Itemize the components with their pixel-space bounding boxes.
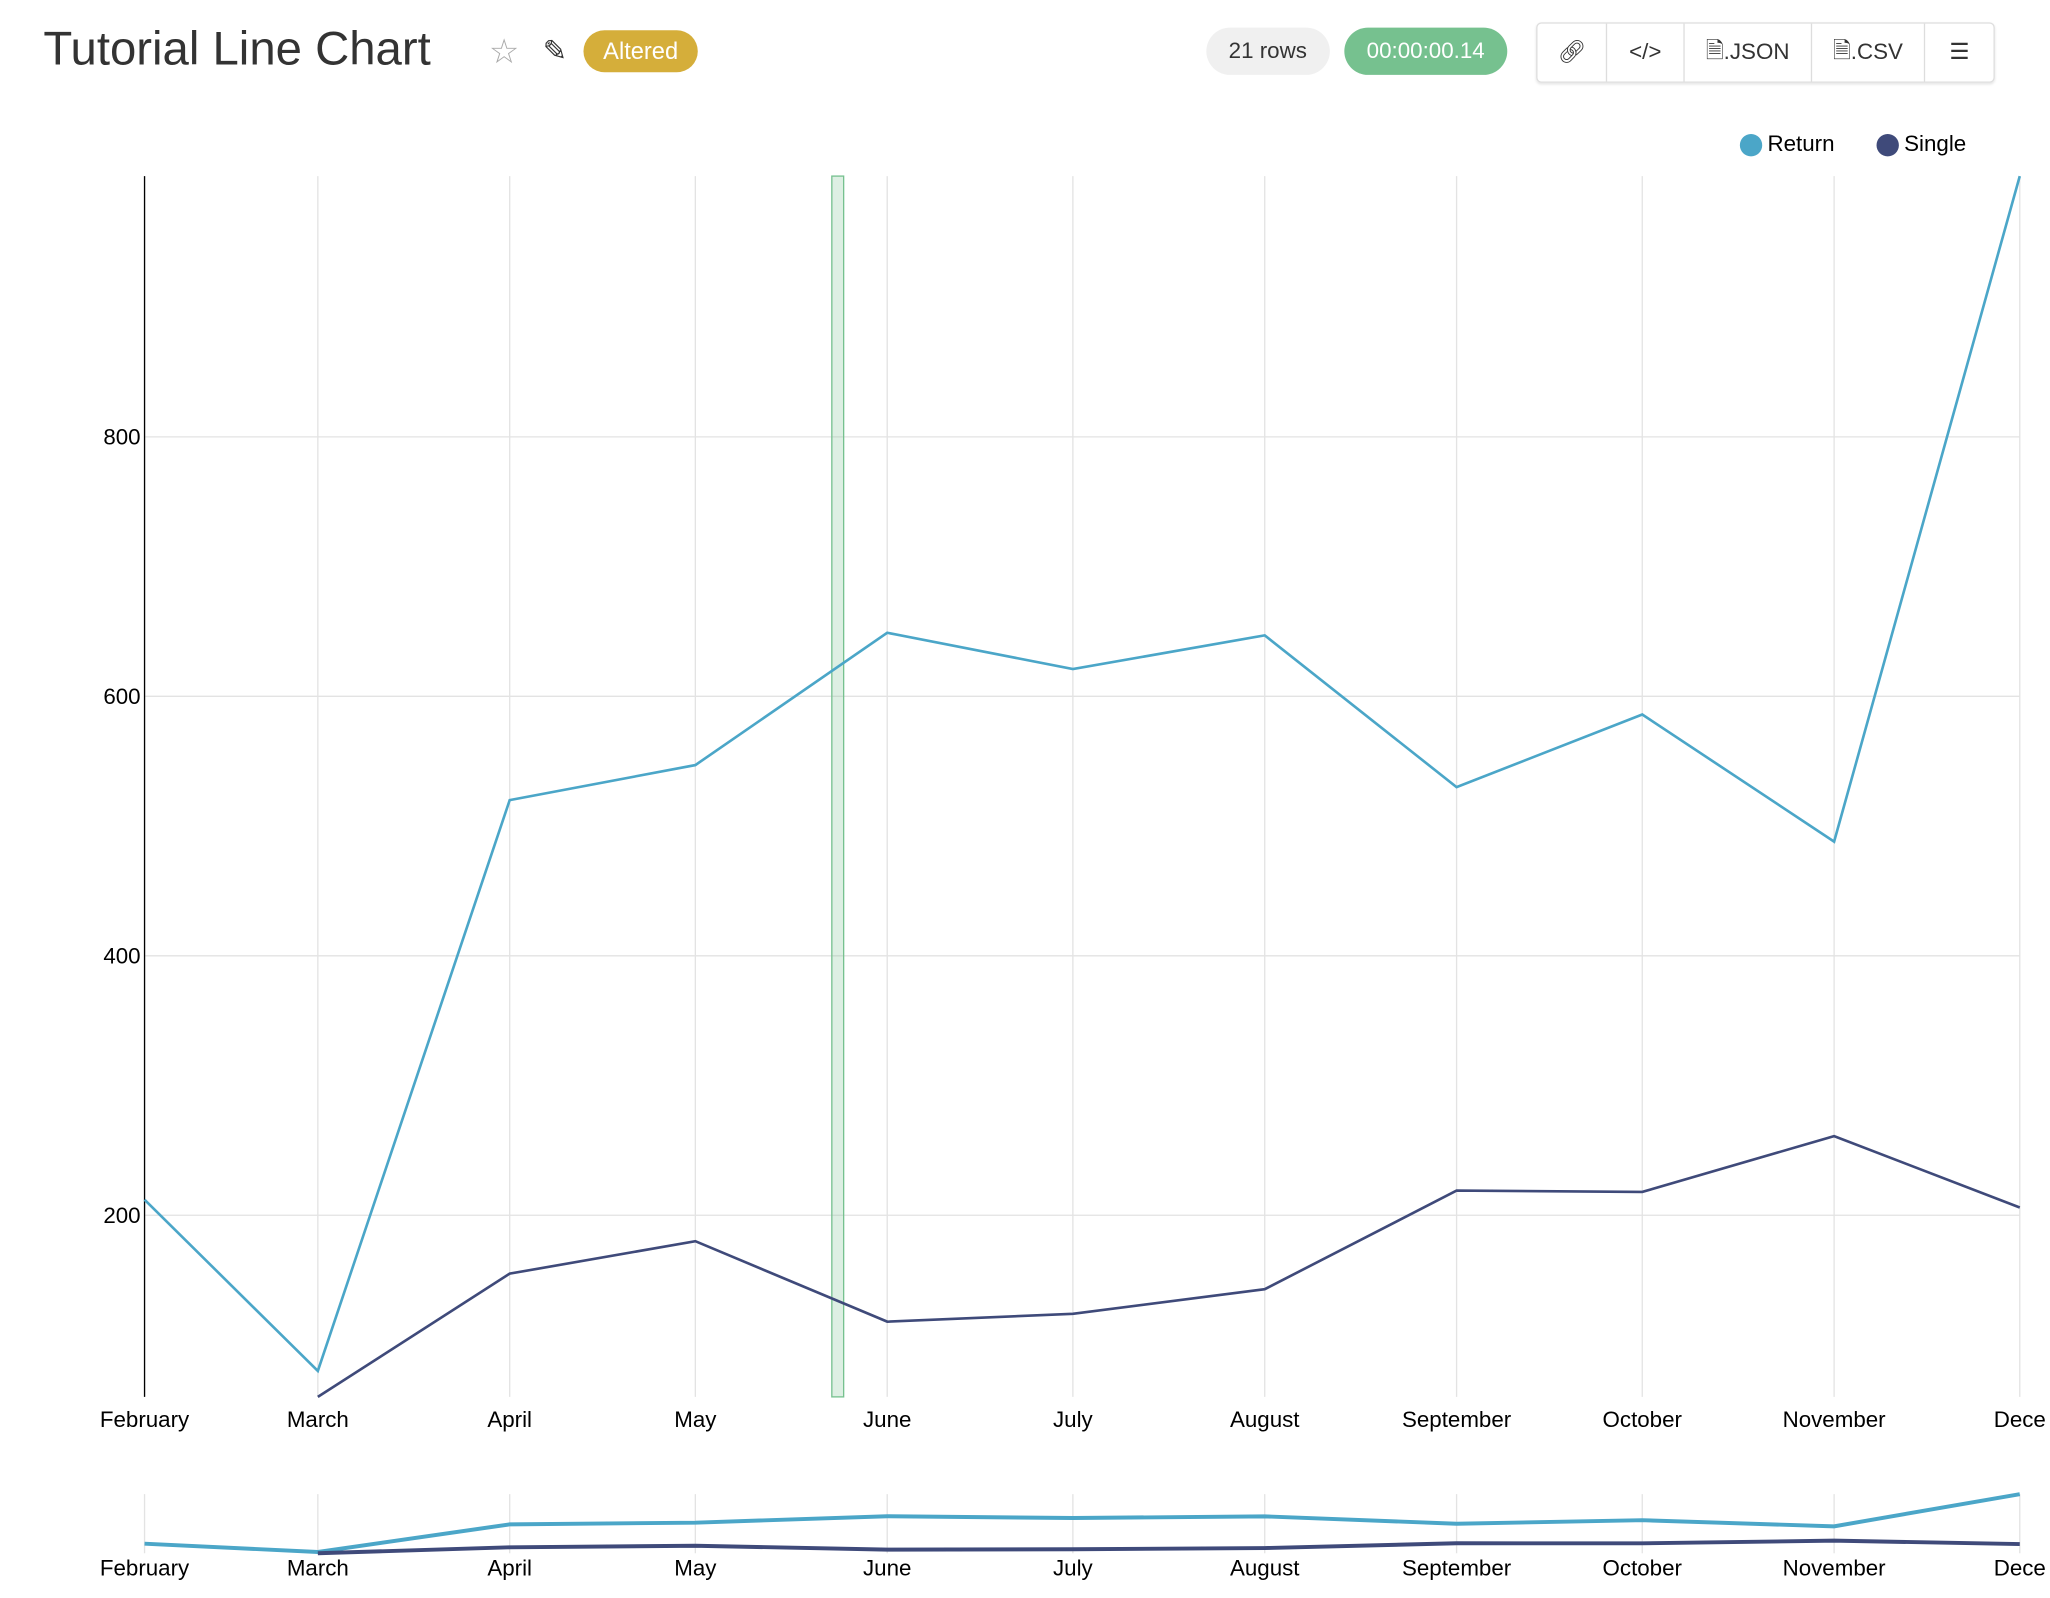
file-code-icon: 🗎 bbox=[1705, 37, 1724, 63]
row-count: 21 rows bbox=[1206, 27, 1330, 75]
x-tick-label: September bbox=[1402, 1407, 1512, 1432]
toolbar: 🔗︎ </> 🗎 .JSON 🗎 .CSV ☰ bbox=[1536, 22, 1995, 83]
edit-icon[interactable]: ✎ bbox=[542, 34, 567, 68]
x-tick-label: October bbox=[1603, 1407, 1683, 1432]
series-line-single bbox=[317, 1134, 2021, 1398]
file-icon: 🗎 bbox=[1832, 37, 1851, 63]
legend-dot bbox=[1876, 133, 1899, 156]
x-tick-label: Dece bbox=[1994, 1407, 2046, 1432]
page-title: Tutorial Line Chart bbox=[43, 21, 431, 75]
mini-series-line-return bbox=[144, 1492, 2021, 1554]
legend-dot bbox=[1739, 133, 1763, 156]
mini-series-line-single bbox=[317, 1538, 2020, 1556]
legend-single[interactable]: Single bbox=[1876, 131, 1966, 157]
x-tick-label: April bbox=[487, 1407, 532, 1432]
legend-return[interactable]: Return bbox=[1739, 131, 1835, 157]
mini-x-tick-label: November bbox=[1783, 1556, 1887, 1581]
y-tick-label: 200 bbox=[103, 1203, 140, 1228]
x-tick-label: July bbox=[1053, 1407, 1094, 1432]
y-tick-label: 400 bbox=[103, 944, 140, 969]
json-button[interactable]: 🗎 .JSON bbox=[1685, 23, 1812, 82]
mini-x-tick-label: February bbox=[100, 1556, 190, 1581]
star-icon[interactable]: ☆ bbox=[488, 31, 520, 71]
x-tick-label: August bbox=[1230, 1407, 1300, 1432]
csv-button[interactable]: 🗎 .CSV bbox=[1812, 23, 1926, 82]
x-tick-label: May bbox=[674, 1407, 717, 1432]
mini-x-tick-label: Dece bbox=[1994, 1556, 2046, 1581]
altered-badge: Altered bbox=[583, 30, 698, 73]
embed-button[interactable]: </> bbox=[1607, 23, 1685, 82]
x-tick-label: June bbox=[863, 1407, 911, 1432]
link-button[interactable]: 🔗︎ bbox=[1537, 23, 1608, 82]
mini-x-tick-label: October bbox=[1603, 1556, 1683, 1581]
y-tick-label: 800 bbox=[103, 425, 140, 450]
mini-x-tick-label: July bbox=[1053, 1556, 1094, 1581]
y-tick-label: 600 bbox=[103, 684, 140, 709]
menu-icon: ☰ bbox=[1949, 39, 1970, 65]
link-icon: 🔗︎ bbox=[1557, 39, 1586, 65]
mini-x-tick-label: September bbox=[1402, 1556, 1512, 1581]
x-tick-label: March bbox=[287, 1407, 349, 1432]
series-line-return bbox=[143, 175, 2022, 1374]
x-tick-label: February bbox=[100, 1407, 190, 1432]
mini-x-tick-label: March bbox=[287, 1556, 349, 1581]
mini-x-tick-label: April bbox=[487, 1556, 532, 1581]
query-time: 00:00:00.14 bbox=[1344, 27, 1508, 75]
x-tick-label: November bbox=[1783, 1407, 1887, 1432]
mini-x-tick-label: May bbox=[674, 1556, 717, 1581]
mini-x-tick-label: August bbox=[1230, 1556, 1300, 1581]
highlight-band bbox=[831, 175, 845, 1398]
mini-x-tick-label: June bbox=[863, 1556, 911, 1581]
menu-button[interactable]: ☰ bbox=[1925, 24, 1993, 82]
